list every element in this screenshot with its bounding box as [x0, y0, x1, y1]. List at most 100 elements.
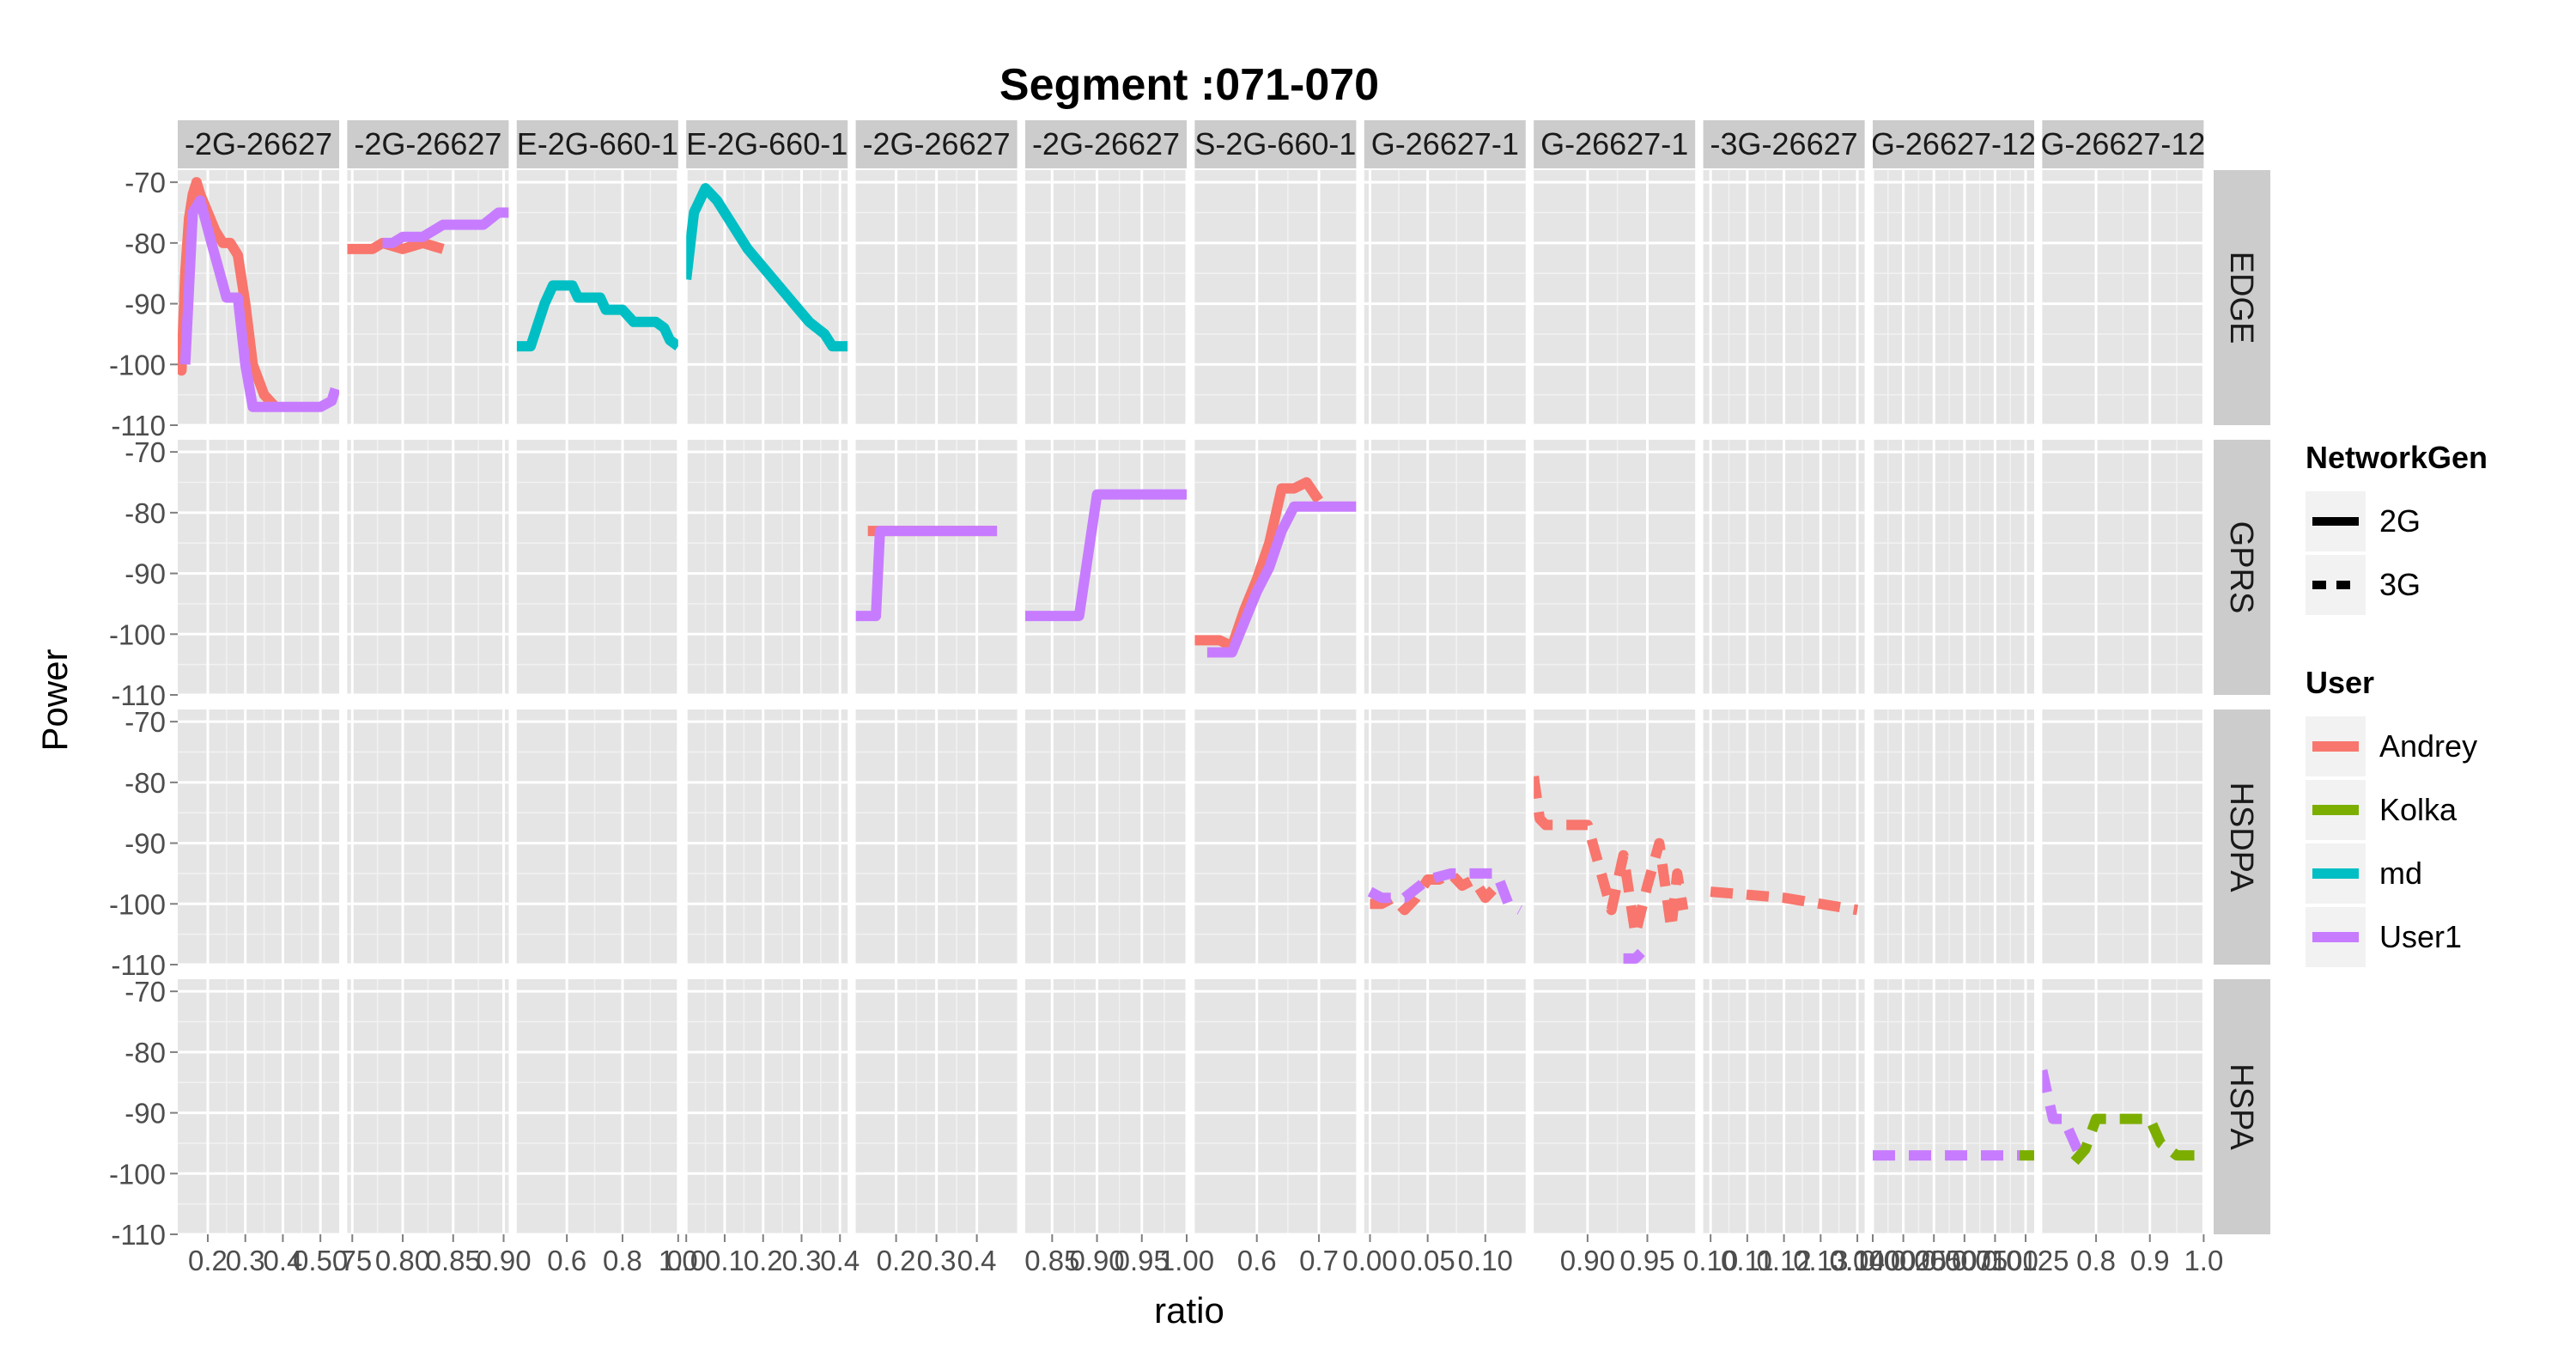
panel-background	[1534, 440, 1696, 695]
facet-panel	[1534, 709, 1696, 966]
series-line-andrey-3g	[1370, 868, 1501, 916]
x-tick-label: 0.05	[1400, 1245, 1455, 1276]
x-tick-label: 0.12	[1756, 1245, 1811, 1276]
x-axis: 0.20.30.40.50.75 0.800.850.90 0.6 0.8 1.00.0…	[188, 1234, 2223, 1276]
panel-background	[178, 440, 339, 695]
x-tick-label: 0.11	[1721, 1245, 1774, 1276]
column-strip	[1873, 120, 2034, 168]
y-axis: -70-80-90-100-110-70-80-90-100-110-70-80…	[109, 167, 178, 1251]
series-line-user1-2g	[855, 526, 998, 622]
facet-panel	[1194, 709, 1357, 966]
column-strip-label: -2G-26627	[354, 126, 501, 161]
x-tick-label: 1.0	[659, 1245, 698, 1276]
facet-panel	[347, 440, 509, 697]
facet-panel	[516, 709, 680, 966]
facet-panel	[1025, 170, 1188, 427]
facet-panel	[684, 440, 848, 697]
facet-panel	[1364, 170, 1526, 427]
series-line-andrey-3g	[1710, 886, 1859, 916]
y-tick-label: -80	[125, 228, 166, 259]
x-tick-label: 0.85	[1024, 1245, 1079, 1276]
row-strip-label: HSDPA	[2223, 782, 2259, 892]
x-tick-label: 0.2	[744, 1245, 783, 1276]
series-line-md-2g	[686, 183, 848, 352]
y-tick-label: -110	[111, 949, 166, 981]
series-line-andrey-2g	[1194, 477, 1323, 652]
facet-panel	[1025, 440, 1188, 697]
series-line-user1-3g	[2042, 1069, 2086, 1161]
panel-background	[1025, 979, 1187, 1234]
column-strip	[1025, 120, 1187, 168]
facet-panel	[516, 979, 680, 1236]
panel-grid	[178, 170, 2205, 1236]
column-strip-label: -2G-26627	[863, 126, 1011, 161]
x-tick-label: 0.95	[1619, 1245, 1674, 1276]
y-axis-label: Power	[34, 649, 75, 751]
x-tick-label: 0.3	[226, 1245, 265, 1276]
legend-title-user: User	[2306, 665, 2374, 700]
panel-background	[1364, 440, 1526, 695]
facet-panel	[1534, 979, 1696, 1236]
panel-background	[1364, 979, 1526, 1234]
facet-panel	[1364, 440, 1526, 697]
panel-background	[1364, 170, 1526, 425]
x-tick-label: 0.4	[820, 1245, 860, 1276]
series-line-user1-2g	[1025, 489, 1187, 622]
panel-background	[1364, 709, 1526, 965]
column-strip	[178, 120, 339, 168]
series-line-md-2g	[516, 280, 678, 352]
column-strip	[1703, 120, 1865, 168]
panel-background	[1534, 170, 1696, 425]
panel-background	[516, 709, 678, 965]
column-strip-label: S-2G-660-1	[1194, 126, 1356, 161]
facet-panel	[1364, 709, 1526, 966]
column-strip-label: -2G-26627	[1032, 126, 1180, 161]
column-strip	[855, 120, 1018, 168]
x-tick-label: 0.14	[1830, 1245, 1885, 1276]
x-tick-label: 0.1	[705, 1245, 744, 1276]
row-strip-label: HSPA	[2223, 1063, 2259, 1150]
column-strip	[1364, 120, 1526, 168]
facet-panel	[1194, 979, 1357, 1236]
y-tick-label: -70	[125, 167, 166, 198]
x-tick-label: 0.2	[877, 1245, 916, 1276]
series-line-andrey-3g	[1534, 775, 1689, 940]
y-tick-label: -100	[109, 618, 166, 650]
x-tick-label: 0.0125	[1983, 1245, 2069, 1276]
facet-panel	[1703, 440, 1865, 697]
x-tick-label: .75	[332, 1245, 372, 1276]
panel-background	[686, 709, 848, 965]
panel-background	[686, 979, 848, 1234]
facet-panel	[855, 709, 1018, 966]
column-strip-label: G-26627-12	[1871, 126, 2036, 161]
x-tick-label: 0.8	[603, 1245, 642, 1276]
panel-background	[1025, 440, 1187, 695]
panel-background	[178, 979, 339, 1234]
row-strip	[2214, 979, 2270, 1234]
y-tick-label: -90	[125, 289, 166, 320]
series-line-user1-2g	[179, 195, 339, 412]
facet-panel	[855, 170, 1018, 427]
panel-background	[1194, 170, 1357, 425]
series-line-user1-3g	[1367, 868, 1522, 915]
facet-panel	[1871, 440, 2034, 697]
panel-background	[516, 979, 678, 1234]
x-tick-label: 0.6	[1237, 1245, 1277, 1276]
x-tick-label: 0.7	[1299, 1245, 1339, 1276]
legend-title-networkgen: NetworkGen	[2306, 440, 2488, 475]
column-strip-label: E-2G-660-1	[517, 126, 678, 161]
y-tick-label: -80	[125, 1037, 166, 1069]
facet-panel	[1703, 979, 1865, 1236]
x-tick-label: 0.0000	[1830, 1245, 1917, 1276]
column-strip-label: -2G-26627	[185, 126, 332, 161]
panel-background	[1025, 170, 1187, 425]
y-tick-label: -90	[125, 828, 166, 860]
facet-panel	[1025, 709, 1188, 966]
column-strip-label: G-26627-12	[2040, 126, 2205, 161]
y-tick-label: -70	[125, 706, 166, 738]
x-tick-label: 0.80	[375, 1245, 430, 1276]
facet-panel	[2042, 440, 2205, 697]
x-tick-label: 0.10	[1683, 1245, 1738, 1276]
